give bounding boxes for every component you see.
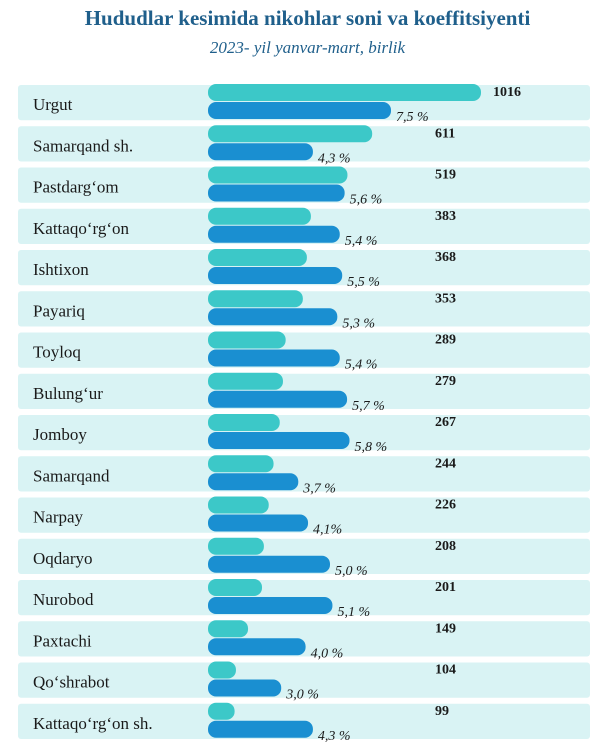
count-bar — [208, 579, 263, 596]
coefficient-bar — [208, 473, 299, 491]
coefficient-bar — [208, 638, 306, 656]
coefficient-value-label: 5,4 % — [345, 358, 378, 373]
count-bar — [208, 207, 311, 225]
coefficient-value-label: 5,8 % — [355, 440, 388, 455]
category-label: Narpay — [33, 508, 84, 527]
coefficient-bar — [208, 143, 313, 161]
chart-subtitle: 2023- yil yanvar-mart, birlik — [209, 38, 406, 57]
count-value-label: 104 — [435, 663, 456, 678]
count-bar — [208, 84, 481, 101]
row-band — [18, 497, 590, 533]
category-label: Qo‘shrabot — [33, 673, 110, 692]
count-value-label: 289 — [435, 333, 456, 348]
coefficient-value-label: 3,7 % — [302, 481, 336, 496]
row-band — [18, 662, 590, 698]
count-value-label: 244 — [435, 456, 456, 471]
coefficient-bar — [208, 308, 338, 326]
row-band — [18, 621, 590, 657]
coefficient-bar — [208, 514, 309, 532]
count-bar — [208, 290, 303, 308]
coefficient-bar — [208, 267, 343, 284]
count-value-label: 1016 — [493, 85, 521, 100]
coefficient-value-label: 4,1% — [313, 523, 342, 538]
coefficient-bar — [208, 225, 340, 243]
coefficient-value-label: 5,5 % — [347, 275, 380, 290]
count-value-label: 208 — [435, 539, 456, 554]
count-value-label: 226 — [435, 498, 456, 513]
category-label: Samarqand — [33, 466, 110, 485]
coefficient-value-label: 7,5 % — [396, 110, 429, 125]
category-label: Bulung‘ur — [33, 384, 103, 403]
category-label: Ishtixon — [33, 260, 89, 279]
coefficient-bar — [208, 555, 330, 573]
coefficient-value-label: 4,3 % — [318, 151, 351, 166]
coefficient-value-label: 5,0 % — [335, 564, 368, 579]
coefficient-value-label: 4,3 % — [318, 729, 351, 744]
count-bar — [208, 331, 286, 349]
count-bar — [208, 661, 236, 679]
coefficient-bar — [208, 432, 350, 449]
count-bar — [208, 702, 235, 720]
category-label: Toyloq — [33, 343, 81, 362]
count-value-label: 353 — [435, 291, 456, 306]
coefficient-value-label: 4,0 % — [311, 646, 344, 661]
count-value-label: 267 — [435, 415, 456, 430]
category-label: Oqdaryo — [33, 549, 92, 568]
category-label: Samarqand sh. — [33, 136, 133, 155]
coefficient-bar — [208, 349, 340, 367]
coefficient-bar — [208, 390, 348, 408]
count-bar — [208, 372, 283, 390]
coefficient-value-label: 5,7 % — [352, 399, 385, 414]
category-label: Payariq — [33, 301, 85, 320]
count-bar — [208, 125, 373, 143]
count-bar — [208, 620, 249, 638]
coefficient-value-label: 3,0 % — [285, 688, 319, 703]
count-value-label: 279 — [435, 374, 456, 389]
count-value-label: 368 — [435, 250, 456, 265]
count-value-label: 201 — [435, 580, 456, 595]
category-label: Nurobod — [33, 590, 94, 609]
count-bar — [208, 249, 307, 266]
count-bar — [208, 496, 269, 514]
count-bar — [208, 455, 274, 473]
count-bar — [208, 166, 348, 184]
count-value-label: 99 — [435, 704, 449, 719]
coefficient-bar — [208, 102, 391, 119]
count-value-label: 519 — [435, 168, 456, 183]
chart-title: Hududlar kesimida nikohlar soni va koeff… — [84, 6, 531, 30]
count-bar — [208, 537, 264, 555]
row-band — [18, 456, 590, 492]
coefficient-bar — [208, 720, 313, 738]
category-label: Kattaqo‘rg‘on — [33, 219, 129, 238]
coefficient-value-label: 5,1 % — [337, 605, 370, 620]
category-label: Pastdarg‘om — [33, 178, 119, 197]
count-value-label: 611 — [435, 126, 455, 141]
count-bar — [208, 414, 280, 431]
coefficient-value-label: 5,3 % — [342, 316, 375, 331]
category-label: Kattaqo‘rg‘on sh. — [33, 714, 153, 733]
coefficient-bar — [208, 679, 282, 697]
category-label: Urgut — [33, 95, 73, 114]
coefficient-value-label: 5,4 % — [345, 234, 378, 249]
count-value-label: 383 — [435, 209, 456, 224]
coefficient-bar — [208, 597, 333, 614]
coefficient-bar — [208, 184, 345, 202]
category-label: Paxtachi — [33, 631, 92, 650]
category-label: Jomboy — [33, 425, 87, 444]
coefficient-value-label: 5,6 % — [350, 193, 383, 208]
count-value-label: 149 — [435, 621, 456, 636]
